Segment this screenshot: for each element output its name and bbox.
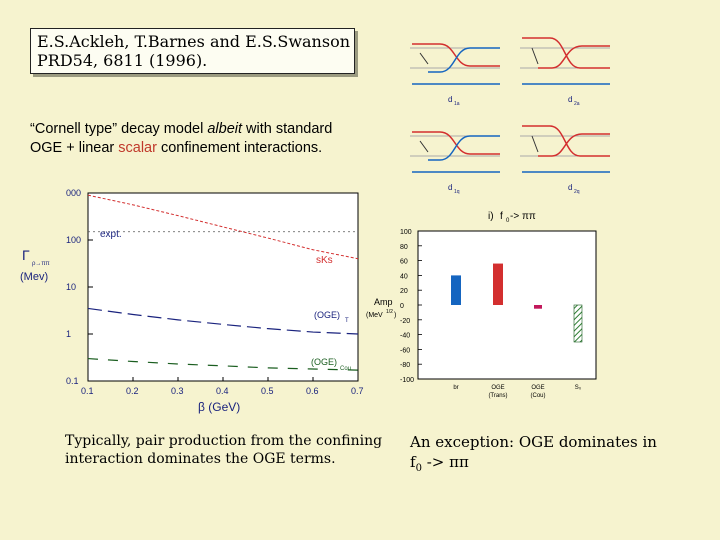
model-description: “Cornell type” decay model albeit with s… [30,120,390,158]
series-label-ogetrans: (OGE) [314,310,340,320]
bar-y-tick-label: 40 [400,273,408,280]
description-part3: with standard [242,121,333,137]
amplitude-chart: i) f 0 -> ππ 100 80 60 40 20 0 -20 -40 -60 -80 -10… [366,211,597,399]
caption-right-tail: -> ππ [421,453,469,471]
bar-y-tick-label: -100 [400,377,414,384]
bar-category-label: S₀ [575,385,582,391]
quark-diagram: d 2a [520,37,610,107]
description-part2: decay model [117,121,208,137]
y-tick-label: 100 [66,235,81,245]
reference-journal: PRD54, 6811 (1996). [37,51,208,70]
y-axis-unit: (Mev) [20,271,48,283]
series-line [87,194,359,260]
quark-diagram: d 1a [410,43,500,107]
caption-right: An exception: OGE dominates in f0 -> ππ [410,432,710,479]
amp-unit-sup: 1/2 [386,309,393,315]
y-tick-label: 1 [66,329,71,339]
amplitude-bar [534,305,542,309]
quark-diagrams: d 1a d 2ad 1q d 2q [410,37,610,195]
quark-diagram: d 1q [410,131,500,195]
open-quote: “ [30,121,35,137]
diagram-sublabel: 1a [454,101,460,107]
reference-authors: E.S.Ackleh, T.Barnes and E.S.Swanson [37,32,350,51]
diagram-sublabel: 1q [454,189,460,195]
description-line2a: OGE + linear [30,140,119,156]
bar-y-tick-label: -80 [400,362,410,369]
close-quote: ” [112,121,118,137]
diagram-label: d [568,183,572,192]
bar-title-f: f [500,211,503,222]
series-label-ogecou: (OGE) [311,357,337,367]
bar-y-tick-label: -60 [400,347,410,354]
bar-title-sub: 0 [506,218,510,224]
x-tick-label: 0.4 [216,386,229,396]
description-line2b: confinement interactions. [156,140,323,156]
scalar-text: scalar [118,140,157,156]
series-line [87,307,359,335]
diagram-label: d [448,183,452,192]
x-tick-label: 0.5 [261,386,274,396]
y-tick-label: 10 [66,282,76,292]
y-axis-gamma: Γ [22,247,30,263]
quark-diagram: d 2q [520,125,610,195]
bar-plot-frame [417,230,597,380]
bar-y-tick-label: 80 [400,244,408,251]
bar-y-tick-label: 60 [400,259,408,266]
amplitude-bar [493,263,503,305]
diagram-label: d [448,95,452,104]
albeit-text: albeit [207,121,243,137]
amplitude-bar [451,275,461,305]
bar-category-label: (Cou) [530,393,545,399]
bar-title-tail: -> ππ [510,211,536,222]
x-tick-label: 0.7 [351,386,364,396]
caption-left: Typically, pair production from the conf… [65,433,383,467]
expt-label: expt. [100,229,122,240]
decay-width-chart: 0.1 0.2 0.3 0.4 0.5 0.6 0.7 0.1 1 10 100 000 Γ ρ→ππ… [20,188,364,414]
amp-label: Amp [374,297,393,307]
x-tick-label: 0.3 [171,386,184,396]
log-plot-frame [87,192,359,382]
y-tick-label: 000 [66,188,81,198]
bar-title-prefix: i) [488,211,494,222]
bar-category-label: OGE [491,385,504,391]
diagram-sublabel: 2a [574,101,580,107]
series-label-ogecou-sub: Cou [340,366,351,372]
bar-category-label: (Trans) [488,393,507,399]
cornell-type-text: Cornell type [34,121,113,137]
caption-right-sub: 0 [415,463,422,474]
bar-category-label: OGE [531,385,544,391]
amp-unit-close: ) [394,312,396,319]
bar-y-tick-label: 100 [400,229,412,236]
diagram-label: d [568,95,572,104]
x-tick-label: 0.6 [306,386,319,396]
caption-right-f: f [410,453,416,471]
x-axis-label: β (GeV) [198,400,240,414]
series-label-sks: sKs [316,255,333,266]
bar-category-label: br [453,385,458,391]
y-axis-gamma-sub: ρ→ππ [32,261,50,267]
amp-unit: (MeV [366,312,383,319]
diagram-sublabel: 2q [574,189,580,195]
bar-y-tick-label: -20 [400,318,410,325]
x-tick-label: 0.2 [126,386,139,396]
amplitude-bar [573,304,583,343]
reference-box: E.S.Ackleh, T.Barnes and E.S.Swanson PRD… [30,28,355,74]
bar-y-tick-label: 0 [400,303,404,310]
caption-right-line1: An exception: OGE dominates in [410,433,657,451]
y-tick-label: 0.1 [66,376,79,386]
series-label-ogetrans-sub: T [345,318,349,324]
bar-y-tick-label: 20 [400,288,408,295]
x-tick-label: 0.1 [81,386,94,396]
series-line [87,357,359,371]
bar-y-tick-label: -40 [400,333,410,340]
